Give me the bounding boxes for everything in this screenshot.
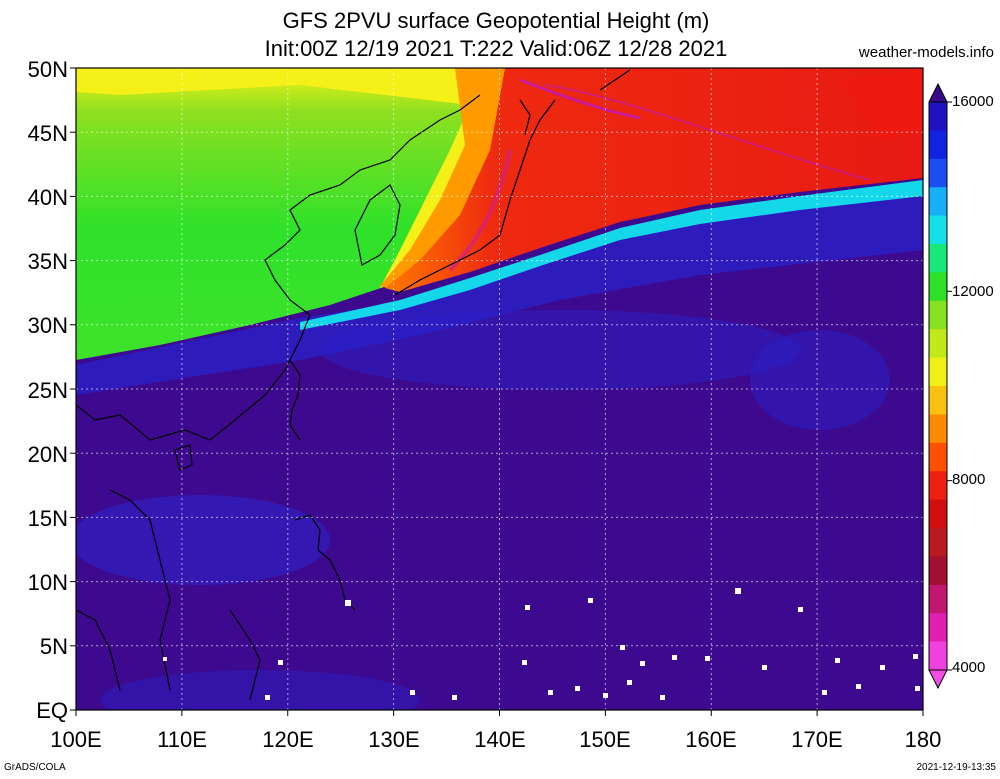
lon-tick-label: 100E: [50, 727, 102, 752]
map-title: GFS 2PVU surface Geopotential Height (m): [282, 8, 710, 33]
colorbar-segment: [929, 528, 947, 557]
colorbar-segment: [929, 414, 947, 444]
blue-patch: [100, 670, 420, 710]
colorbar-label: 16000: [952, 93, 994, 110]
lat-tick-label: 45N: [27, 121, 68, 146]
lat-tick-label: 20N: [27, 442, 68, 467]
lon-tick-label: 180: [904, 727, 942, 752]
lat-tick-label: EQ: [36, 698, 68, 723]
colorbar-segment: [929, 386, 947, 415]
colorbar-label: 4000: [952, 659, 986, 676]
colorbar-max-arrow: [928, 82, 948, 103]
colorbar-label: 12000: [952, 283, 994, 300]
lat-tick-label: 25N: [27, 378, 68, 403]
map-subtitle: Init:00Z 12/19 2021 T:222 Valid:06Z 12/2…: [264, 36, 728, 61]
colorbar-segment: [929, 556, 947, 586]
colorbar-segment: [929, 130, 947, 160]
lat-tick-label: 50N: [27, 57, 68, 82]
lon-tick-label: 150E: [579, 727, 631, 752]
blue-patch: [750, 330, 890, 430]
colorbar-min-arrow: [928, 669, 948, 690]
colorbar: [928, 82, 952, 690]
lon-tick-label: 110E: [157, 727, 207, 752]
colorbar-segment: [929, 584, 947, 614]
colorbar-label: 8000: [952, 471, 986, 488]
lat-tick-label: 10N: [27, 570, 68, 595]
lat-tick-label: 30N: [27, 313, 68, 338]
cyan-jet-edge: [300, 180, 923, 330]
lat-tick-label: 5N: [39, 634, 68, 659]
blue-patch: [320, 310, 800, 390]
red-region: [385, 68, 923, 292]
colorbar-segment: [929, 102, 947, 131]
magenta-streak: [544, 84, 871, 181]
colorbar-segment: [929, 641, 947, 671]
lon-tick-label: 120E: [262, 727, 314, 752]
lon-tick-label: 170E: [791, 727, 843, 752]
colorbar-frame: [928, 101, 948, 671]
colorbar-segment: [929, 357, 947, 387]
red-patch: [840, 70, 923, 140]
colorbar-segment: [929, 442, 947, 472]
blue-patch: [76, 495, 330, 585]
lon-tick-label: 130E: [368, 727, 420, 752]
lat-tick-label: 40N: [27, 185, 68, 210]
colorbar-segment: [929, 613, 947, 643]
small-islands: [163, 588, 920, 700]
colorbar-segment: [929, 499, 947, 529]
colorbar-segment: [929, 329, 947, 359]
lon-tick-label: 160E: [685, 727, 737, 752]
magenta-streak: [519, 78, 641, 120]
lat-tick-label: 15N: [27, 506, 68, 531]
orange-strip: [380, 68, 520, 290]
software-credit: GrADS/COLA: [4, 762, 66, 773]
colorbar-segment: [929, 187, 947, 217]
colorbar-segment: [929, 272, 947, 302]
site-credit: weather-models.info: [858, 44, 994, 61]
colorbar-segment: [929, 244, 947, 273]
colorbar-segment: [929, 300, 947, 330]
colorbar-segment: [929, 215, 947, 245]
graticule: [76, 68, 923, 710]
lon-tick-label: 140E: [474, 727, 526, 752]
axis-ticks: [70, 67, 924, 716]
lat-tick-label: 35N: [27, 249, 68, 274]
colorbar-segment: [929, 158, 947, 188]
colorbar-segment: [929, 471, 947, 501]
generation-timestamp: 2021-12-19-13:35: [916, 762, 996, 773]
